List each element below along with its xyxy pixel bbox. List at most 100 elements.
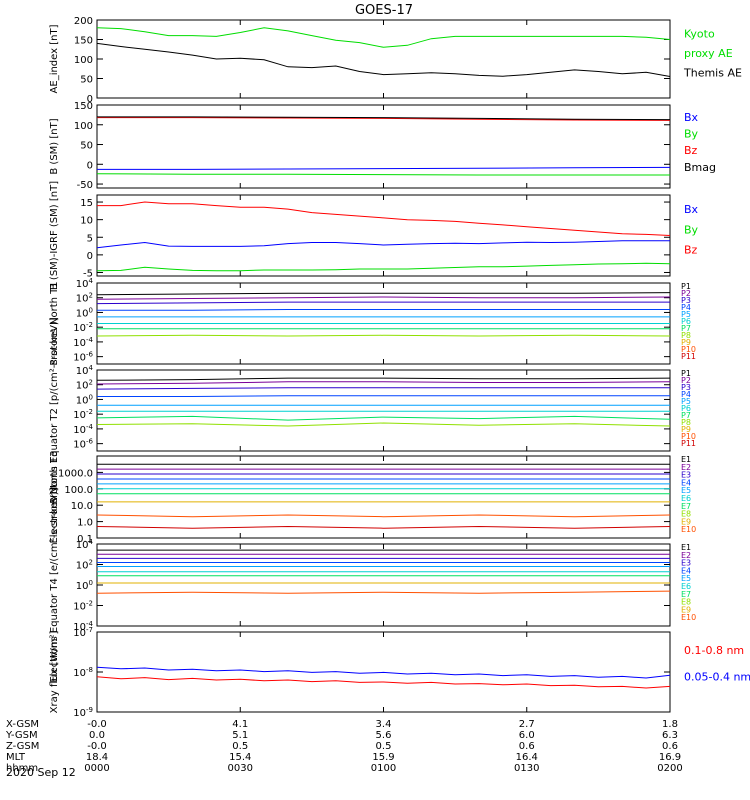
y-tick-label: 0 bbox=[87, 94, 93, 105]
series-line-bz bbox=[97, 201, 671, 236]
legend-entry-p5: P5 bbox=[681, 397, 691, 406]
y-tick-label: 10-6 bbox=[73, 351, 93, 364]
y-tick-label: 10-9 bbox=[73, 706, 93, 719]
legend-entry: By bbox=[684, 128, 699, 141]
series-line-by bbox=[96, 173, 670, 176]
series-line-p4 bbox=[97, 395, 670, 397]
series-line-bx bbox=[96, 240, 670, 249]
panel-frame bbox=[96, 543, 671, 627]
footer-value: 5.1 bbox=[232, 730, 248, 741]
legend-entry-p5: P5 bbox=[681, 310, 691, 319]
legend-entry-e1: E1 bbox=[681, 455, 691, 464]
y-axis-label: Xray flux [W/m²] bbox=[49, 631, 60, 714]
series-line-0-1-0-8-nm bbox=[96, 676, 671, 689]
footer-value: 0.5 bbox=[232, 741, 248, 752]
legend-entry-p2: P2 bbox=[681, 289, 691, 298]
legend-entry-e5: E5 bbox=[681, 574, 691, 583]
footer-value: -0.0 bbox=[87, 741, 107, 752]
legend-entry: Bz bbox=[684, 244, 698, 257]
y-tick-label: 1000.0 bbox=[58, 468, 93, 479]
footer-value: 0.6 bbox=[662, 741, 678, 752]
legend-entry: Themis AE bbox=[683, 67, 742, 80]
legend-entry: proxy AE bbox=[684, 47, 733, 60]
y-tick-label: 100 bbox=[74, 55, 93, 66]
plot-title: GOES-17 bbox=[355, 3, 413, 18]
y-axis-label: B (SM) [nT] bbox=[49, 118, 60, 174]
legend-entry-p7: P7 bbox=[681, 411, 691, 420]
y-tick-label: 102 bbox=[76, 292, 93, 305]
legend-entry: 0.1-0.8 nm bbox=[684, 644, 744, 657]
legend-entry: Bmag bbox=[684, 161, 716, 174]
legend-entry: Bz bbox=[684, 144, 698, 157]
footer-label-hhmm: hhmm bbox=[6, 763, 38, 774]
y-tick-label: 100.0 bbox=[64, 485, 93, 496]
y-tick-label: 10-4 bbox=[73, 336, 93, 349]
y-tick-label: 200 bbox=[74, 16, 93, 27]
legend-entry-e8: E8 bbox=[681, 510, 691, 519]
footer-value: 0.5 bbox=[376, 741, 392, 752]
footer-value: 6.3 bbox=[662, 730, 678, 741]
legend-entry-e9: E9 bbox=[681, 517, 691, 526]
y-tick-label: 15 bbox=[80, 198, 93, 209]
y-tick-label: 10-6 bbox=[73, 438, 93, 451]
legend-entry-p1: P1 bbox=[681, 369, 691, 378]
y-axis-label: AE_index [nT] bbox=[49, 24, 60, 93]
footer-value: 0.0 bbox=[89, 730, 105, 741]
series-line-p8 bbox=[96, 422, 671, 427]
series-line-p2 bbox=[96, 381, 671, 385]
y-tick-label: 150 bbox=[74, 101, 93, 112]
legend-entry-e7: E7 bbox=[681, 502, 691, 511]
y-tick-label: -5 bbox=[83, 268, 93, 279]
legend-entry-p3: P3 bbox=[681, 383, 691, 392]
y-tick-label: 10-2 bbox=[73, 408, 93, 421]
y-tick-label: 104 bbox=[76, 364, 94, 377]
legend-entry-e9: E9 bbox=[681, 605, 691, 614]
y-tick-label: 50 bbox=[80, 141, 93, 152]
legend-entry-p11: P11 bbox=[681, 352, 696, 361]
y-axis-label: Protons Equator T2 [p/(cm²-s-sr-keV)] bbox=[49, 317, 60, 504]
legend-entry-p1: P1 bbox=[681, 282, 691, 291]
legend-entry-p6: P6 bbox=[681, 317, 691, 326]
series-line-bz bbox=[97, 117, 671, 121]
series-line-p1 bbox=[96, 292, 671, 296]
panel-xray: 10-9 10-8 10-7 Xray flux [W/m²] 0.1-0.8 nm 0.… bbox=[49, 626, 750, 719]
series-line-bx bbox=[97, 166, 671, 170]
series-line-by bbox=[96, 262, 671, 272]
legend-entry-e3: E3 bbox=[681, 559, 691, 568]
y-axis-label: B (SM)-IGRF (SM) [nT] bbox=[49, 181, 60, 290]
y-tick-label: 150 bbox=[74, 36, 93, 47]
legend-entry: Bx bbox=[684, 203, 699, 216]
legend-entry-p4: P4 bbox=[681, 390, 691, 399]
legend-entry: Bx bbox=[684, 111, 699, 124]
footer-value: 1.8 bbox=[662, 719, 678, 730]
footer-value: 0200 bbox=[657, 763, 682, 774]
y-tick-label: 10.0 bbox=[71, 501, 93, 512]
series-line-p3 bbox=[96, 387, 670, 390]
footer-value: 16.4 bbox=[516, 752, 538, 763]
legend-entry-p6: P6 bbox=[681, 404, 691, 413]
series-line-p8 bbox=[96, 334, 671, 337]
legend-entry-p11: P11 bbox=[681, 439, 696, 448]
legend-entry-e10: E10 bbox=[681, 613, 696, 622]
y-tick-label: 10-8 bbox=[73, 666, 93, 679]
series-line-p7 bbox=[96, 415, 671, 421]
y-tick-label: 1.0 bbox=[77, 518, 93, 529]
y-axis-label: Electrons North T3 bbox=[49, 450, 60, 543]
footer-value: 0130 bbox=[514, 763, 539, 774]
legend-entry: 0.05-0.4 nm bbox=[684, 671, 750, 684]
y-tick-label: 100 bbox=[76, 393, 93, 406]
footer-value: 16.9 bbox=[659, 752, 681, 763]
y-tick-label: -50 bbox=[77, 180, 93, 191]
panel-frame bbox=[96, 19, 671, 99]
orbit-footer: X-GSM -0.0 4.1 3.4 2.7 1.8 Y-GSM 0.0 5.1 5.6 6.0 6.… bbox=[5, 719, 683, 774]
date-label: 2020 Sep 12 bbox=[6, 766, 76, 779]
y-tick-label: 0 bbox=[87, 251, 93, 262]
footer-value: 18.4 bbox=[86, 752, 108, 763]
panel-bsm: -50 0 50 100 150 B (SM) [nT] Bx By Bz Bmag bbox=[49, 101, 716, 191]
y-tick-label: 10-2 bbox=[73, 600, 93, 613]
footer-value: 15.9 bbox=[372, 752, 394, 763]
